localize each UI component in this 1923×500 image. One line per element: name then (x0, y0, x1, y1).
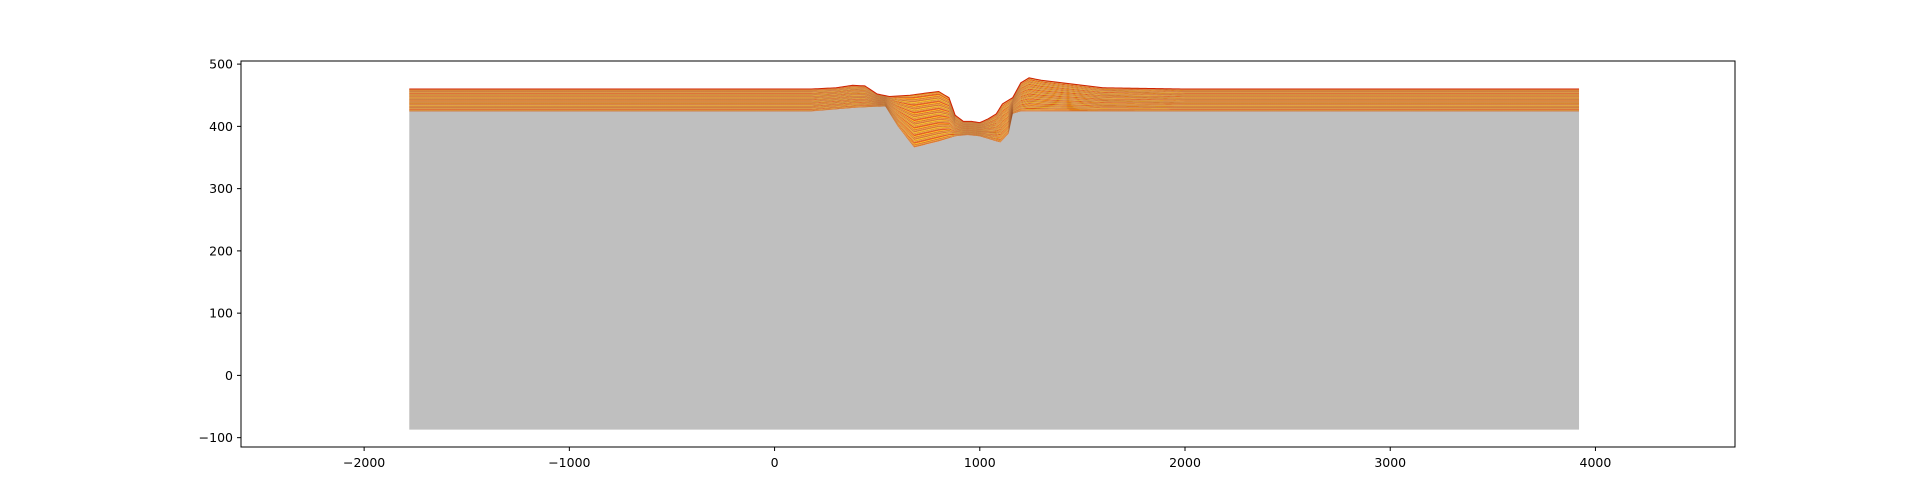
layer-boundary-line (409, 90, 1580, 128)
y-tick-label: 300 (209, 181, 233, 196)
layer-boundary-line (409, 87, 1580, 127)
layer-boundary-line (409, 79, 1580, 124)
x-tick-label: 1000 (964, 455, 996, 470)
layer-boundary-line (409, 100, 1580, 134)
y-axis: −100 0 100 200 300 400 500 (199, 57, 241, 445)
layer-boundary-line (409, 106, 1580, 147)
y-tick-label: 100 (209, 306, 233, 321)
y-tick-label: 400 (209, 119, 233, 134)
layer-boundary-line (409, 97, 1580, 131)
layer-boundary-line (409, 93, 1580, 130)
y-tick-label: 500 (209, 57, 233, 72)
layer-boundary-line (409, 96, 1580, 131)
layer-boundary-line (409, 102, 1580, 138)
layer-boundary-line (409, 80, 1580, 125)
layer-boundary-line (409, 105, 1580, 145)
basement-area (409, 106, 1580, 430)
layer-boundary-line (409, 83, 1580, 126)
top-surface-line (409, 77, 1580, 124)
data-layer (409, 77, 1580, 430)
x-tick-label: 0 (771, 455, 779, 470)
y-tick-label: 0 (225, 368, 233, 383)
layer-boundary-line (409, 102, 1580, 136)
layer-boundary-line (409, 98, 1580, 132)
layer-boundary-line (409, 92, 1580, 129)
layer-boundary-line (409, 81, 1580, 125)
x-tick-label: 2000 (1169, 455, 1201, 470)
plot-frame (240, 60, 1736, 448)
x-tick-label: 4000 (1580, 455, 1612, 470)
layer-boundary-line (409, 101, 1580, 135)
layer-boundary-line (409, 91, 1580, 129)
y-tick-label: −100 (199, 430, 233, 445)
layer-boundary-line (409, 84, 1580, 126)
layer-boundary-line (409, 95, 1580, 130)
y-tick-label: 200 (209, 243, 233, 258)
x-axis: −2000 −1000 0 1000 2000 3000 4000 (343, 447, 1611, 470)
x-tick-label: 3000 (1374, 455, 1406, 470)
layer-boundary-line (409, 89, 1580, 128)
layer-boundary-line (409, 85, 1580, 126)
x-tick-label: −1000 (548, 455, 590, 470)
layer-boundary-line (409, 99, 1580, 133)
x-tick-label: −2000 (343, 455, 385, 470)
layer-boundary-line (409, 105, 1580, 144)
layer-boundary-line (409, 103, 1580, 140)
sediment-layer (409, 79, 1580, 124)
layer-boundary-line (409, 86, 1580, 127)
layer-boundary-line (409, 104, 1580, 142)
